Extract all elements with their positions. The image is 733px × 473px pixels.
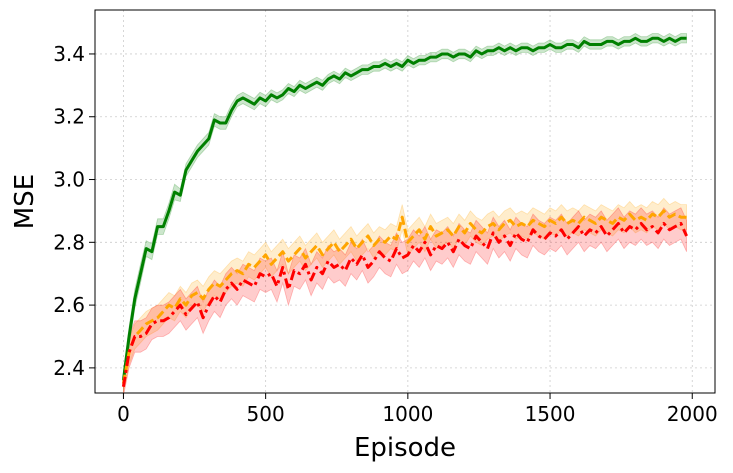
x-axis-title: Episode bbox=[354, 433, 456, 463]
y-tick-label: 2.4 bbox=[53, 356, 85, 380]
y-tick-label: 2.8 bbox=[53, 230, 85, 254]
plot-frame bbox=[94, 9, 716, 394]
series-1-band bbox=[123, 197, 687, 394]
y-tick-label: 3.4 bbox=[53, 42, 85, 66]
series-2-line bbox=[121, 222, 688, 387]
grid-lines bbox=[95, 10, 715, 393]
y-tick-label: 3.0 bbox=[53, 168, 85, 192]
y-tick-label: 3.2 bbox=[53, 105, 85, 129]
series-0-line bbox=[121, 36, 687, 381]
x-tick-label: 0 bbox=[117, 402, 130, 426]
y-axis-title: MSE bbox=[10, 174, 40, 229]
confidence-bands bbox=[123, 33, 687, 397]
series-lines bbox=[121, 36, 688, 387]
series-0-band bbox=[123, 33, 687, 390]
x-tick-label: 1500 bbox=[525, 402, 576, 426]
x-tick-label: 2000 bbox=[667, 402, 718, 426]
x-tick-label: 500 bbox=[247, 402, 285, 426]
axis-ticks: 0 500 1000 1500 2000 2.4 2.6 2.8 3.0 3.2 3.4 bbox=[53, 42, 718, 426]
series-1-line bbox=[121, 209, 687, 384]
y-tick-label: 2.6 bbox=[53, 293, 85, 317]
x-tick-label: 1000 bbox=[382, 402, 433, 426]
